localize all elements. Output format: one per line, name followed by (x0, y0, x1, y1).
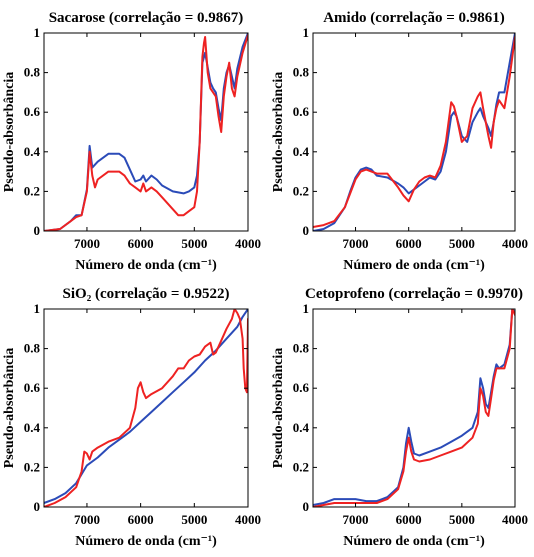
y-tick-label: 0.6 (293, 380, 310, 395)
series-line-2 (44, 309, 248, 507)
x-tick-label: 6000 (128, 236, 154, 251)
panel-title: Amido (correlação = 0.9861) (323, 10, 505, 26)
x-tick-label: 6000 (396, 512, 422, 527)
x-tick-label: 5000 (449, 236, 475, 251)
y-tick-label: 1 (34, 301, 41, 316)
x-axis-label: Número de onda (cm⁻¹) (75, 258, 217, 273)
y-tick-label: 0 (34, 499, 41, 514)
y-tick-label: 0.4 (24, 420, 41, 435)
y-tick-label: 0.8 (24, 65, 41, 80)
y-tick-label: 0.8 (24, 341, 41, 356)
y-tick-label: 0.8 (293, 341, 310, 356)
y-axis-label: Pseudo-absorbância (2, 72, 17, 193)
panel-title: Cetoprofeno (correlação = 0.9970) (305, 286, 523, 302)
x-tick-label: 7000 (74, 236, 100, 251)
panel-title: SiO₂ (correlação = 0.9522) (63, 286, 230, 302)
x-tick-label: 7000 (74, 512, 100, 527)
panel-4: 0 0.2 0.4 0.6 0.8 1 7000 6000 5000 4000 Cetoprofen… (271, 286, 528, 549)
x-tick-label: 4000 (502, 236, 528, 251)
y-tick-label: 0.2 (293, 459, 309, 474)
series-line-1 (313, 33, 515, 231)
x-axis-label: Número de onda (cm⁻¹) (343, 534, 485, 549)
x-tick-label: 6000 (128, 512, 154, 527)
plot-frame (312, 308, 516, 508)
y-axis-label: Pseudo-absorbância (271, 348, 286, 469)
plot-frame (312, 32, 516, 232)
panel-3: 0 0.2 0.4 0.6 0.8 1 7000 6000 5000 4000 SiO₂ (corr… (2, 286, 261, 549)
series-group (44, 33, 248, 231)
y-tick-label: 0.6 (293, 104, 310, 119)
y-tick-label: 0.4 (293, 420, 310, 435)
y-tick-label: 0.6 (24, 380, 41, 395)
x-axis-label: Número de onda (cm⁻¹) (343, 258, 485, 273)
x-tick-label: 4000 (235, 512, 261, 527)
y-tick-label: 0 (303, 223, 310, 238)
x-axis-label: Número de onda (cm⁻¹) (75, 534, 217, 549)
y-tick-label: 0 (303, 499, 310, 514)
x-tick-label: 4000 (235, 236, 261, 251)
y-tick-label: 1 (303, 25, 310, 40)
series-line-1 (44, 33, 248, 231)
y-axis-label: Pseudo-absorbância (271, 72, 286, 193)
y-tick-label: 1 (34, 25, 41, 40)
y-tick-label: 0.2 (293, 183, 309, 198)
x-tick-label: 4000 (502, 512, 528, 527)
panel-1: 0 0.2 0.4 0.6 0.8 1 7000 6000 5000 4000 Sacarose (… (2, 10, 261, 273)
series-group (313, 33, 515, 231)
x-tick-label: 5000 (449, 512, 475, 527)
panel-2: 0 0.2 0.4 0.6 0.8 1 7000 6000 5000 4000 Amido (cor… (271, 10, 528, 273)
y-tick-label: 0.4 (24, 144, 41, 159)
y-tick-label: 0.8 (293, 65, 310, 80)
y-tick-label: 0.4 (293, 144, 310, 159)
y-tick-label: 1 (303, 301, 310, 316)
y-tick-label: 0 (34, 223, 41, 238)
x-tick-label: 5000 (181, 512, 207, 527)
series-line-2 (44, 34, 248, 231)
y-axis-label: Pseudo-absorbância (2, 348, 17, 469)
series-line-2 (313, 36, 515, 228)
series-group (313, 309, 515, 507)
x-tick-label: 6000 (396, 236, 422, 251)
x-tick-label: 7000 (343, 236, 369, 251)
plot-frame (43, 32, 249, 232)
y-tick-label: 0.6 (24, 104, 41, 119)
y-tick-label: 0.2 (24, 459, 40, 474)
panel-title: Sacarose (correlação = 0.9867) (49, 10, 244, 26)
x-tick-label: 7000 (343, 512, 369, 527)
plot-frame (43, 308, 249, 508)
x-tick-label: 5000 (181, 236, 207, 251)
y-tick-label: 0.2 (24, 183, 40, 198)
series-line-2 (313, 309, 515, 507)
series-group (44, 309, 248, 507)
series-line-1 (44, 309, 248, 504)
